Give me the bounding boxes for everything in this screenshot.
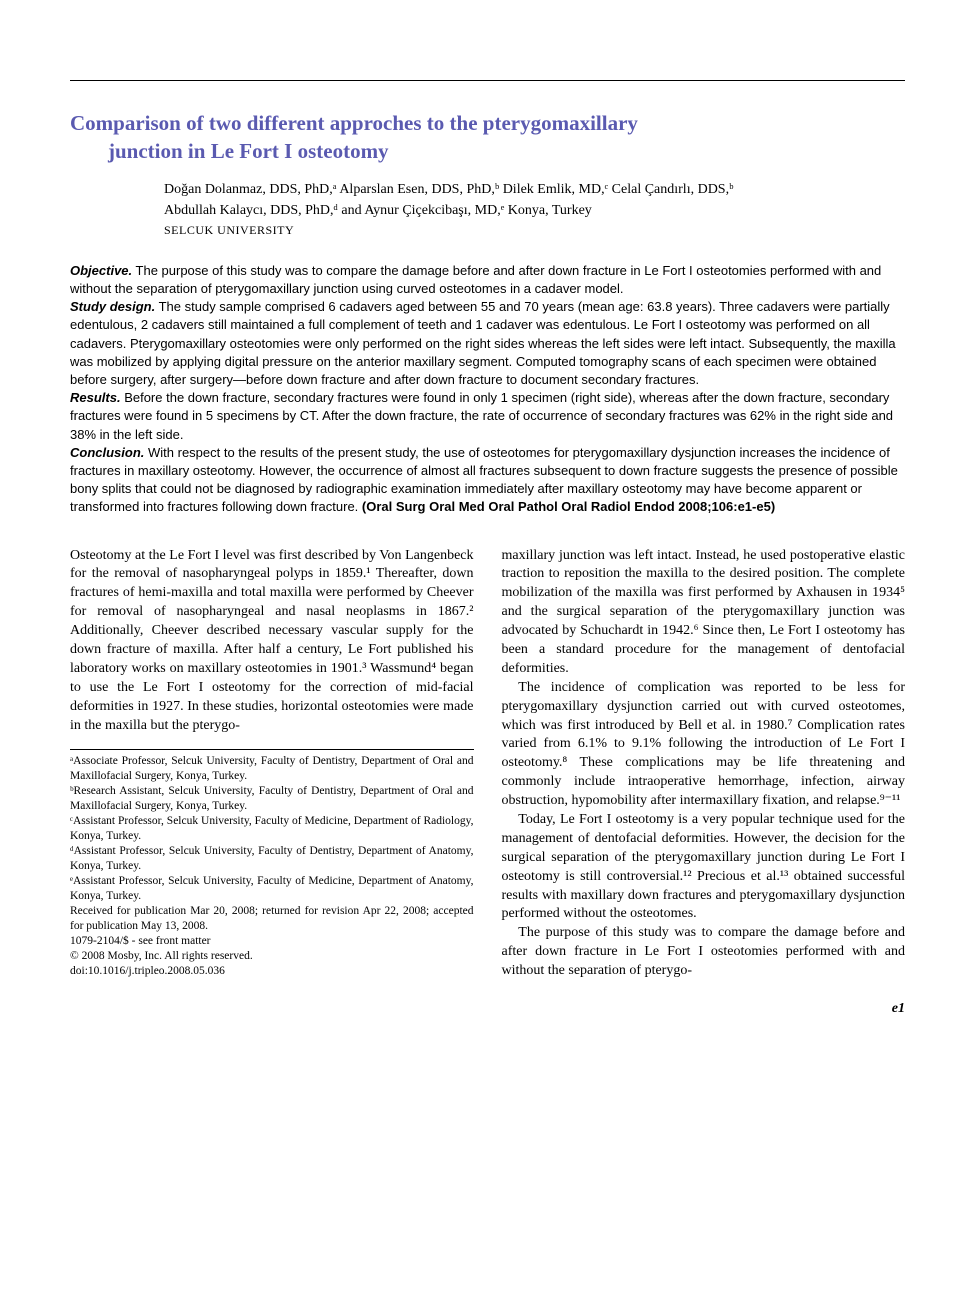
footnote-received: Received for publication Mar 20, 2008; r… [70, 904, 474, 934]
study-design-text: The study sample comprised 6 cadavers ag… [70, 299, 896, 387]
body-columns: Osteotomy at the Le Fort I level was fir… [70, 547, 905, 981]
top-rule [70, 80, 905, 81]
authors-line-1: Doğan Dolanmaz, DDS, PhD,ᵃ Alparslan Ese… [70, 180, 905, 200]
abstract-block: Objective. The purpose of this study was… [70, 262, 905, 517]
title-line-2: junction in Le Fort I osteotomy [70, 137, 905, 165]
footnote-copyright: © 2008 Mosby, Inc. All rights reserved. [70, 949, 474, 964]
footnotes-block: ᵃAssociate Professor, Selcuk University,… [70, 749, 474, 978]
abstract-citation: (Oral Surg Oral Med Oral Pathol Oral Rad… [362, 499, 775, 514]
body-p5: The purpose of this study was to compare… [502, 924, 906, 981]
footnote-e: ᵉAssistant Professor, Selcuk University,… [70, 874, 474, 904]
study-design-label: Study design. [70, 299, 155, 314]
body-p1: Osteotomy at the Le Fort I level was fir… [70, 547, 474, 736]
footnote-d: ᵈAssistant Professor, Selcuk University,… [70, 844, 474, 874]
article-title: Comparison of two different approches to… [70, 109, 905, 166]
objective-text: The purpose of this study was to compare… [70, 263, 881, 296]
authors-line-2: Abdullah Kalaycı, DDS, PhD,ᵈ and Aynur Ç… [70, 201, 905, 221]
footnote-doi: doi:10.1016/j.tripleo.2008.05.036 [70, 964, 474, 979]
body-p4: Today, Le Fort I osteotomy is a very pop… [502, 811, 906, 924]
footnote-b: ᵇResearch Assistant, Selcuk University, … [70, 784, 474, 814]
conclusion-label: Conclusion. [70, 445, 144, 460]
results-text: Before the down fracture, secondary frac… [70, 390, 893, 441]
results-label: Results. [70, 390, 121, 405]
body-p2: maxillary junction was left intact. Inst… [502, 547, 906, 679]
title-line-1: Comparison of two different approches to… [70, 111, 638, 135]
footnote-c: ᶜAssistant Professor, Selcuk University,… [70, 814, 474, 844]
page-number: e1 [70, 1001, 905, 1017]
body-p3: The incidence of complication was report… [502, 679, 906, 811]
affiliation: SELCUK UNIVERSITY [70, 223, 905, 238]
footnote-a: ᵃAssociate Professor, Selcuk University,… [70, 754, 474, 784]
footnote-issn: 1079-2104/$ - see front matter [70, 934, 474, 949]
objective-label: Objective. [70, 263, 132, 278]
